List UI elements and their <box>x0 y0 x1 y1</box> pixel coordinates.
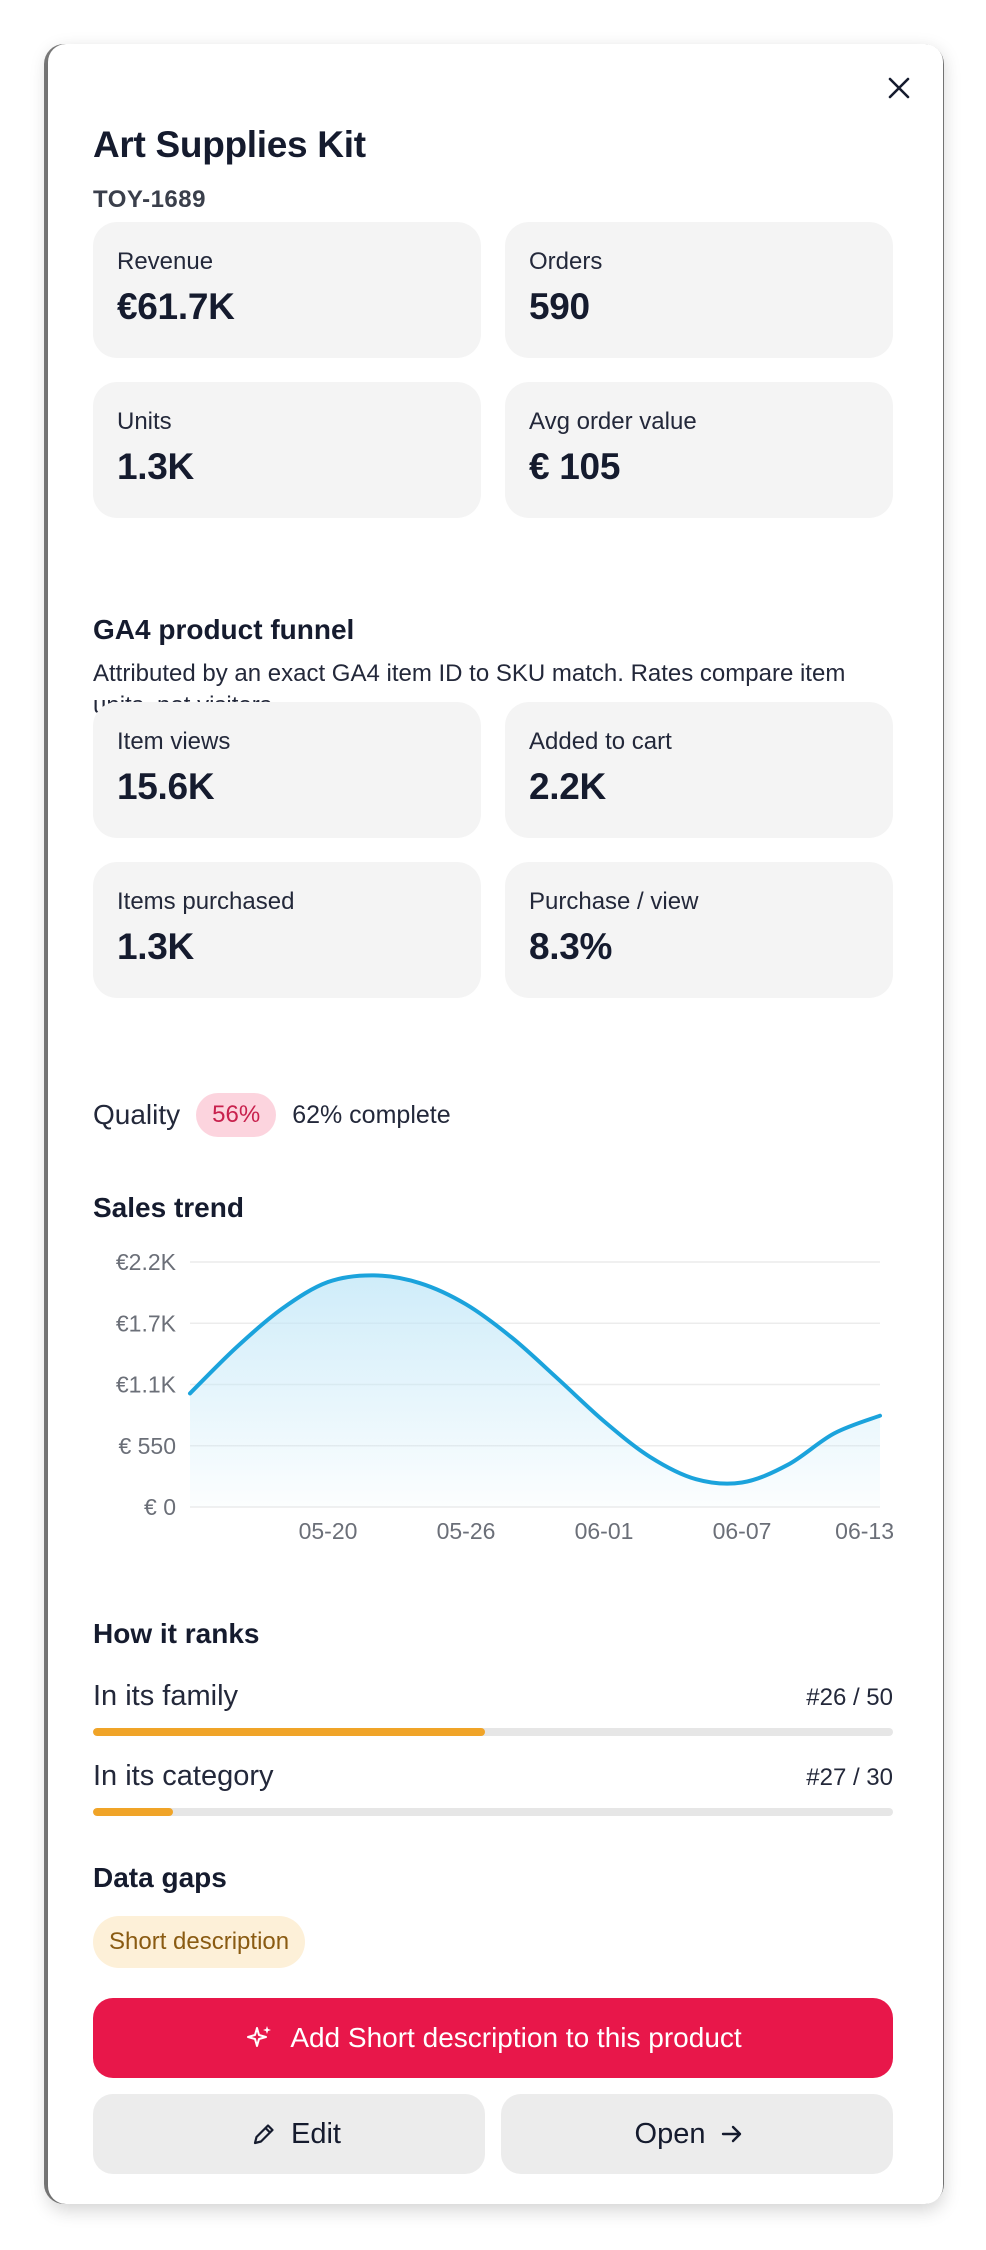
sales-line <box>188 1273 882 1486</box>
kpi-label: Revenue <box>117 248 214 275</box>
add-short-description-button[interactable]: Add Short description to this product <box>93 1998 893 2078</box>
kpi-value: €61.7K <box>117 286 235 327</box>
rank-bar <box>93 1728 893 1736</box>
x-tick-label: 06-01 <box>575 1518 634 1544</box>
x-tick-label: 05-26 <box>437 1518 496 1544</box>
rank-row-category: In its category #27 / 30 <box>93 1760 893 1816</box>
edit-button[interactable]: Edit <box>93 2094 485 2174</box>
quality-score-badge: 56% <box>196 1093 277 1137</box>
completeness-text: 62% complete <box>292 1100 451 1129</box>
y-tick-label: € 550 <box>118 1433 176 1459</box>
funnel-grid: Item views 15.6K Added to cart 2.2K Item… <box>93 702 893 998</box>
sparkle-icon <box>247 2026 272 2047</box>
edit-label: Edit <box>291 2117 341 2150</box>
sales-trend-chart: € 0 € 550 €1.1K €1.7K €2.2K 05-20 05-26 06-01 0… <box>116 1249 894 1544</box>
kpi-value: 590 <box>529 286 590 327</box>
x-tick-label: 05-20 <box>299 1518 358 1544</box>
x-tick-label: 06-13 <box>835 1518 894 1544</box>
arrow-right-icon <box>722 2125 742 2143</box>
funnel-value: 2.2K <box>529 766 606 807</box>
kpi-label: Orders <box>529 248 603 275</box>
rank-label: In its category <box>93 1760 274 1792</box>
product-title: Art Supplies Kit <box>93 124 366 165</box>
rank-value: #26 / 50 <box>806 1684 893 1711</box>
close-button[interactable] <box>879 68 919 108</box>
product-sku: TOY-1689 <box>93 186 206 213</box>
open-button[interactable]: Open <box>501 2094 893 2174</box>
funnel-card-items-purchased: Items purchased 1.3K <box>93 862 481 998</box>
funnel-value: 15.6K <box>117 766 215 807</box>
rank-row-family: In its family #26 / 50 <box>93 1680 893 1736</box>
rank-bar <box>93 1808 893 1816</box>
data-gaps-title: Data gaps <box>93 1862 227 1893</box>
y-tick-label: €2.2K <box>116 1249 177 1275</box>
funnel-value: 8.3% <box>529 926 613 967</box>
kpi-card-units: Units 1.3K <box>93 382 481 518</box>
data-gap-chip: Short description <box>93 1916 306 1968</box>
pencil-icon <box>253 2124 274 2145</box>
rank-label: In its family <box>93 1680 239 1712</box>
y-tick-label: €1.7K <box>116 1310 177 1336</box>
funnel-value: 1.3K <box>117 926 194 967</box>
funnel-label: Added to cart <box>529 728 672 755</box>
rank-bar-fill <box>93 1808 173 1816</box>
funnel-card-item-views: Item views 15.6K <box>93 702 481 838</box>
quality-label: Quality <box>93 1099 181 1130</box>
kpi-label: Units <box>117 408 172 435</box>
y-tick-label: €1.1K <box>116 1372 177 1398</box>
funnel-card-purchase-per-view: Purchase / view 8.3% <box>505 862 893 998</box>
x-tick-label: 06-07 <box>713 1518 772 1544</box>
kpi-card-avg-order-value: Avg order value € 105 <box>505 382 893 518</box>
close-icon <box>888 77 910 99</box>
funnel-title: GA4 product funnel <box>93 614 355 645</box>
ranks-title: How it ranks <box>93 1618 260 1649</box>
kpi-label: Avg order value <box>529 408 697 435</box>
funnel-label: Item views <box>117 728 231 755</box>
kpi-card-orders: Orders 590 <box>505 222 893 358</box>
kpi-value: € 105 <box>529 446 621 487</box>
funnel-label: Purchase / view <box>529 888 699 915</box>
quality-row: Quality 56% 62% complete <box>93 1091 451 1139</box>
sales-trend-title: Sales trend <box>93 1192 244 1223</box>
add-short-description-label: Add Short description to this product <box>290 2022 742 2053</box>
open-label: Open <box>634 2117 706 2150</box>
product-detail-panel: Art Supplies Kit TOY-1689 Revenue €61.7K… <box>48 44 943 2204</box>
sales-area <box>190 1275 880 1507</box>
kpi-value: 1.3K <box>117 446 194 487</box>
kpi-grid: Revenue €61.7K Orders 590 Units 1.3K Avg… <box>93 222 893 518</box>
y-tick-label: € 0 <box>144 1494 176 1520</box>
funnel-label: Items purchased <box>117 888 295 915</box>
kpi-card-revenue: Revenue €61.7K <box>93 222 481 358</box>
rank-value: #27 / 30 <box>806 1764 893 1791</box>
funnel-card-added-to-cart: Added to cart 2.2K <box>505 702 893 838</box>
rank-bar-fill <box>93 1728 485 1736</box>
